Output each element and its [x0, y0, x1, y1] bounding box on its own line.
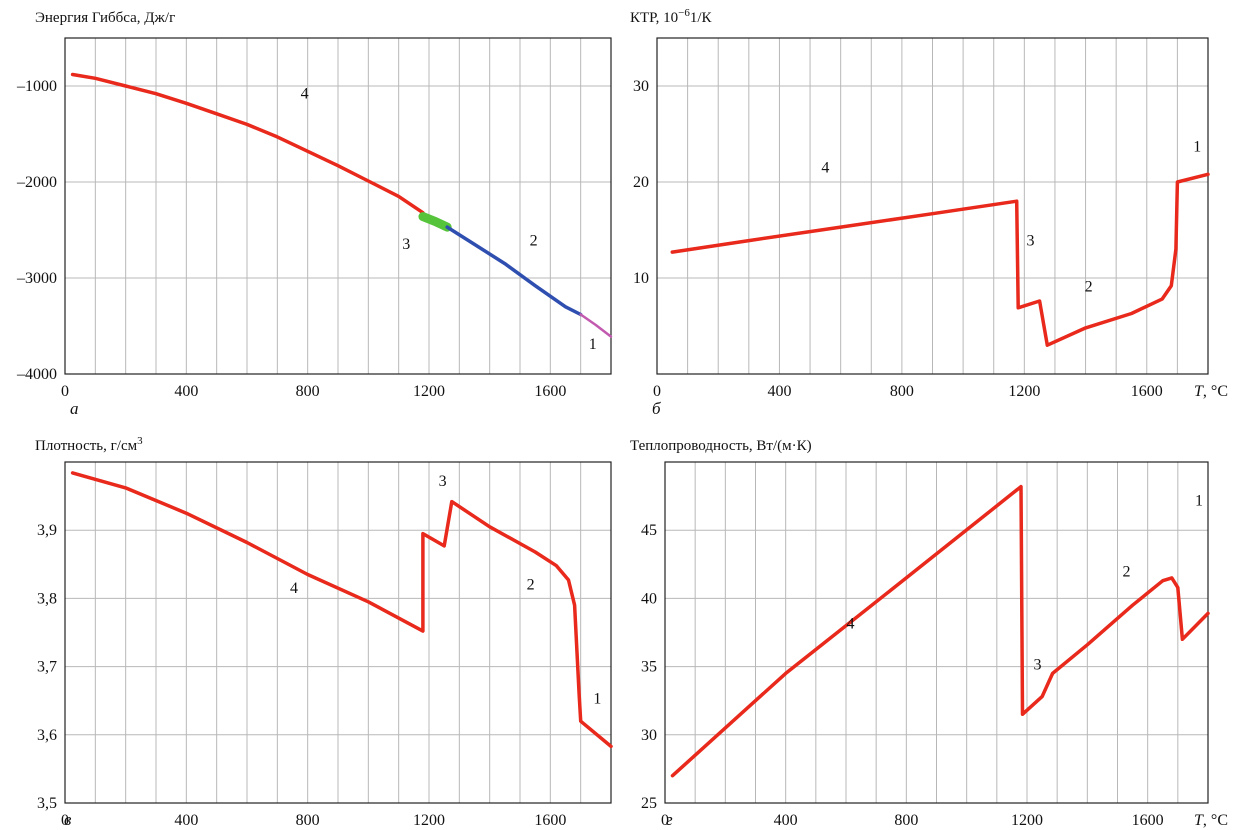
series-line: [581, 315, 611, 337]
phase-label: 3: [1034, 656, 1042, 673]
phase-label: 1: [593, 690, 601, 707]
x-tick-label: 400: [774, 812, 798, 829]
y-tick-label: 3,6: [37, 727, 57, 744]
y-tick-label: 3,9: [37, 522, 57, 539]
y-tick-label: –2000: [16, 174, 57, 191]
chart-panel-a: 0 400 800 1200 1600 –1000 –2000 –3000 –4000 Энерг…: [16, 10, 611, 418]
x-tick-label: 1200: [413, 383, 445, 400]
phase-label: 2: [527, 577, 535, 594]
x-tick-label: 1600: [1131, 383, 1163, 400]
series-line: [73, 473, 611, 747]
series-line: [423, 217, 447, 228]
phase-label: 3: [402, 236, 410, 253]
phase-label: 1: [1193, 138, 1201, 155]
x-tick-label: 1200: [1011, 812, 1043, 829]
phase-label: 4: [301, 85, 309, 102]
x-axis-label: T, °C: [1194, 383, 1228, 400]
x-tick-label: 1600: [1132, 812, 1164, 829]
y-tick-label: 10: [633, 270, 649, 287]
panel-letter: а: [70, 399, 79, 418]
x-tick-label: 400: [174, 812, 198, 829]
panel-letter: б: [652, 399, 661, 418]
series-line: [672, 174, 1208, 345]
y-tick-label: 40: [641, 590, 657, 607]
phase-label: 4: [821, 159, 829, 176]
phase-label: 3: [439, 473, 447, 490]
chart-title: Теплопроводность, Вт/(м·К): [630, 438, 812, 454]
y-tick-label: 30: [633, 78, 649, 95]
panel-letter: в: [64, 810, 72, 829]
chart-title: Плотность, г/см3: [35, 435, 143, 454]
chart-panel-b: 0 400 800 1200 1600 10 20 30 T, °C КТР, 10−61/К б 4…: [630, 7, 1228, 418]
y-tick-label: 3,5: [37, 795, 57, 812]
y-tick-label: 3,8: [37, 590, 57, 607]
grid-lines: [65, 462, 611, 803]
x-tick-label: 1600: [534, 812, 566, 829]
chart-title: КТР, 10−61/К: [630, 7, 713, 26]
x-tick-label: 800: [296, 383, 320, 400]
x-tick-label: 1600: [534, 383, 566, 400]
series-line: [447, 227, 581, 314]
x-tick-label: 0: [653, 383, 661, 400]
x-tick-label: 800: [894, 812, 918, 829]
x-tick-label: 0: [61, 383, 69, 400]
phase-label: 4: [847, 615, 855, 632]
chart-panel-c: 0 400 800 1200 16003,53,63,73,83,9Плотность,…: [35, 435, 611, 829]
phase-label: 3: [1026, 232, 1034, 249]
phase-label: 1: [1195, 493, 1203, 510]
x-tick-label: 1200: [1008, 383, 1040, 400]
phase-label: 4: [290, 580, 298, 597]
y-tick-label: 30: [641, 727, 657, 744]
grid-lines: [65, 38, 611, 374]
x-tick-label: 400: [767, 383, 791, 400]
y-tick-label: 25: [641, 795, 657, 812]
x-tick-label: 400: [174, 383, 198, 400]
y-tick-label: 3,7: [37, 659, 57, 676]
series-line: [73, 75, 423, 213]
phase-label: 2: [530, 232, 538, 249]
phase-label: 1: [589, 336, 597, 353]
grid-lines: [657, 38, 1208, 374]
phase-label: 2: [1085, 278, 1093, 295]
y-tick-label: 45: [641, 522, 657, 539]
x-tick-label: 800: [296, 812, 320, 829]
chart-title: Энергия Гиббса, Дж/г: [35, 10, 175, 26]
y-tick-label: –1000: [16, 78, 57, 95]
phase-label: 2: [1123, 564, 1131, 581]
y-tick-label: –4000: [16, 366, 57, 383]
panel-letter: г: [666, 810, 673, 829]
x-tick-label: 800: [890, 383, 914, 400]
x-axis-label: T, °C: [1194, 812, 1228, 829]
y-tick-label: –3000: [16, 270, 57, 287]
grid-lines: [665, 462, 1208, 803]
y-tick-label: 20: [633, 174, 649, 191]
x-tick-label: 1200: [413, 812, 445, 829]
y-tick-label: 35: [641, 659, 657, 676]
